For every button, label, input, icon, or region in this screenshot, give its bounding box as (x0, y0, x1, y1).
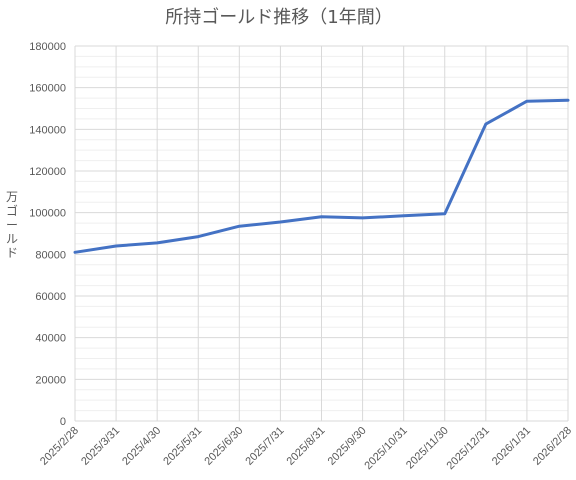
y-tick-label: 0 (60, 416, 66, 428)
x-tick-label: 2025/6/30 (202, 425, 245, 468)
y-tick-label: 60000 (35, 291, 66, 303)
x-tick-labels: 2025/2/282025/3/312025/4/302025/5/312025… (38, 425, 574, 472)
y-tick-label: 100000 (29, 208, 66, 220)
x-tick-label: 2025/4/30 (120, 425, 163, 468)
y-tick-label: 40000 (35, 333, 66, 345)
x-tick-label: 2025/10/31 (362, 425, 409, 472)
x-tick-label: 2025/12/31 (445, 425, 492, 472)
x-tick-label: 2025/5/31 (161, 425, 204, 468)
x-tick-label: 2025/9/30 (326, 425, 369, 468)
series-line-0 (73, 98, 570, 254)
y-tick-labels: 0 20000 40000 60000 80000 100000 120000 140000 1… (29, 41, 66, 428)
y-tick-label: 120000 (29, 166, 66, 178)
series-group (73, 98, 570, 254)
chart-title: 所持ゴールド推移（1年間） (165, 7, 392, 28)
x-tick-label: 2025/2/28 (38, 425, 81, 468)
y-tick-label: 180000 (29, 41, 66, 53)
y-axis-label-text: 万ゴールド (6, 190, 18, 260)
y-tick-label: 160000 (29, 83, 66, 95)
x-tick-label: 2025/8/31 (285, 425, 328, 468)
y-tick-label: 80000 (35, 249, 66, 261)
y-tick-label: 20000 (35, 374, 66, 386)
x-tick-label: 2025/11/30 (404, 425, 451, 472)
x-tick-label: 2026/2/28 (531, 425, 574, 468)
x-tick-label: 2025/3/31 (79, 425, 122, 468)
major-gridlines (74, 45, 569, 422)
y-axis-label: 万ゴールド (6, 190, 18, 260)
y-tick-label: 140000 (29, 124, 66, 136)
x-tick-label: 2026/1/31 (490, 425, 533, 468)
x-tick-label: 2025/7/31 (243, 425, 286, 468)
